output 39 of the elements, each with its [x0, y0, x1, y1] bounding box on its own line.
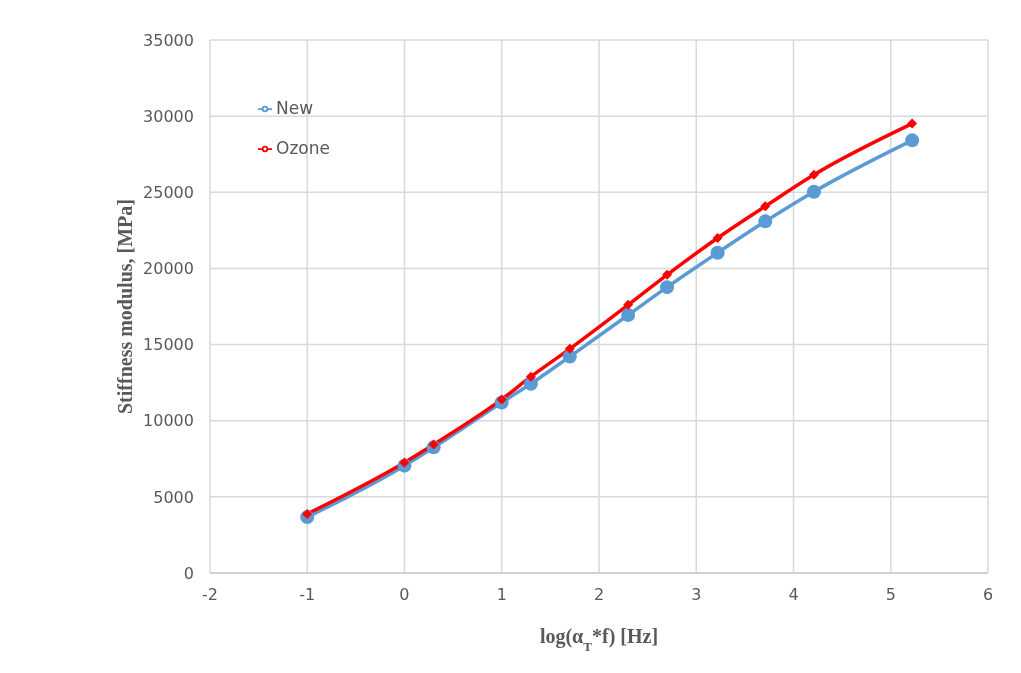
y-tick-label: 5000	[153, 487, 194, 507]
legend-label: New	[276, 98, 314, 118]
point	[712, 232, 723, 243]
x-tick-label: 4	[788, 585, 799, 605]
x-tick-label: 6	[982, 585, 994, 605]
point	[758, 214, 773, 229]
point	[621, 308, 636, 323]
point	[302, 508, 313, 519]
point	[525, 371, 536, 382]
point	[808, 169, 819, 180]
y-tick-label: 15000	[143, 335, 194, 355]
point	[623, 299, 634, 310]
x-tick-label: 3	[691, 585, 702, 605]
x-axis-title: log(α$_{T}$*f) [Hz]	[539, 625, 659, 654]
x-tick-label: -1	[299, 585, 316, 605]
y-tick-label: 35000	[143, 30, 194, 50]
x-tick-label: 5	[885, 585, 896, 605]
point	[399, 457, 410, 468]
y-tick-label: 0	[183, 563, 194, 583]
point	[660, 280, 675, 295]
point	[907, 118, 918, 129]
point	[496, 394, 507, 405]
point	[428, 439, 439, 450]
x-tick-label: 1	[496, 585, 507, 605]
point	[905, 133, 920, 148]
y-tick-label: 20000	[143, 259, 194, 279]
point	[806, 184, 821, 199]
point	[710, 245, 725, 260]
x-tick-label: 0	[399, 585, 410, 605]
y-axis-title: Stiffness modulus, [MPa]	[113, 198, 136, 415]
y-tick-label: 10000	[143, 411, 194, 431]
point	[760, 201, 771, 212]
y-tick-label: 25000	[143, 182, 194, 202]
point	[662, 269, 673, 280]
y-tick-label: 30000	[143, 106, 194, 126]
x-tick-label: -2	[201, 585, 218, 605]
legend-label: Ozone	[276, 138, 330, 158]
x-tick-label: 2	[593, 585, 605, 605]
point	[564, 343, 575, 354]
